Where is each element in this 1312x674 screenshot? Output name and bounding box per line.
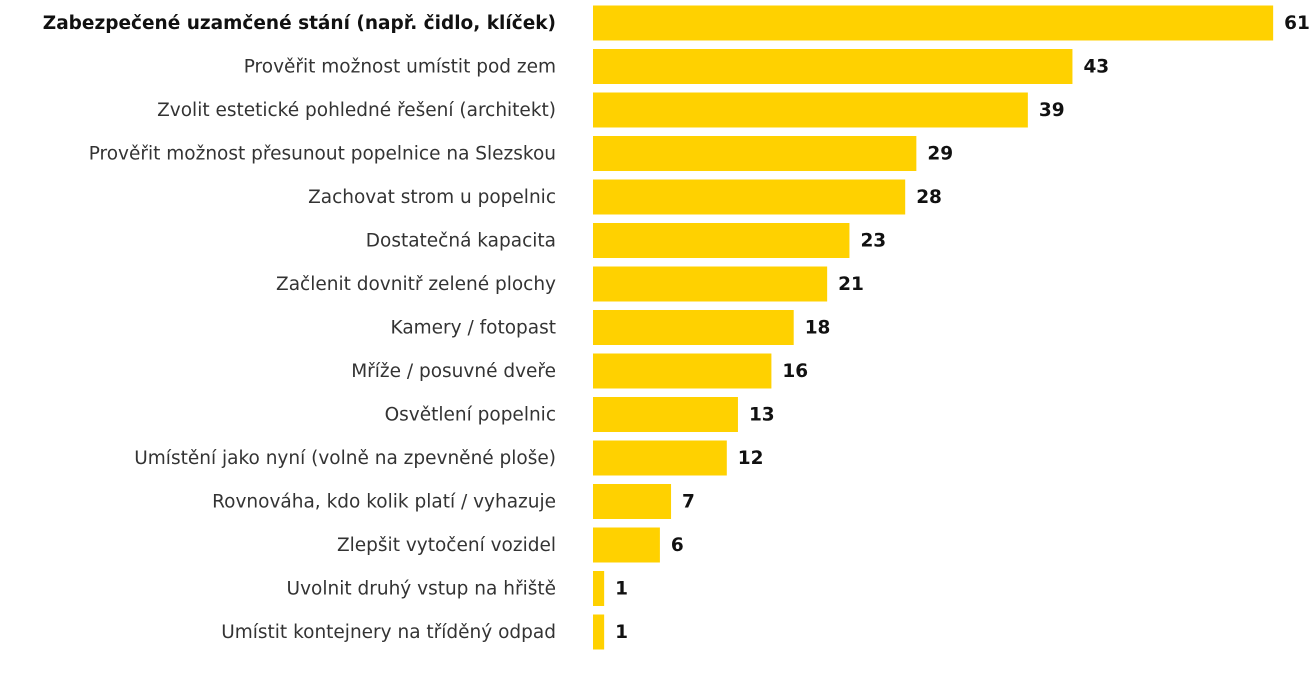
bar bbox=[593, 353, 772, 389]
category-label: Rovnováha, kdo kolik platí / vyhazuje bbox=[212, 492, 556, 513]
value-label: 1 bbox=[615, 622, 628, 643]
category-label: Umístění jako nyní (volně na zpevněné pl… bbox=[134, 448, 556, 469]
bar bbox=[593, 266, 828, 302]
value-label: 18 bbox=[805, 318, 831, 339]
category-label: Uvolnit druhý vstup na hřiště bbox=[287, 579, 556, 600]
category-label: Osvětlení popelnic bbox=[385, 405, 556, 426]
bar bbox=[593, 5, 1274, 41]
bar bbox=[593, 310, 794, 345]
value-label: 61 bbox=[1284, 13, 1310, 34]
category-label: Začlenit dovnitř zelené plochy bbox=[276, 274, 556, 295]
category-label: Zlepšit vytočení vozidel bbox=[337, 535, 556, 556]
bar bbox=[593, 136, 917, 171]
value-label: 12 bbox=[738, 448, 764, 469]
bar bbox=[593, 614, 605, 650]
value-label: 28 bbox=[916, 187, 942, 208]
bar bbox=[593, 484, 672, 519]
category-label: Zachovat strom u popelnic bbox=[308, 187, 556, 208]
value-label: 16 bbox=[782, 361, 808, 382]
bar bbox=[593, 571, 605, 606]
value-label: 13 bbox=[749, 405, 775, 426]
bar bbox=[593, 49, 1073, 84]
category-label: Dostatečná kapacita bbox=[366, 231, 556, 252]
category-label: Kamery / fotopast bbox=[391, 318, 556, 339]
bar bbox=[593, 223, 850, 258]
category-label: Prověřit možnost umístit pod zem bbox=[244, 57, 556, 78]
category-label: Mříže / posuvné dveře bbox=[351, 361, 556, 382]
value-label: 1 bbox=[615, 579, 628, 600]
value-label: 39 bbox=[1039, 100, 1065, 121]
bar bbox=[593, 440, 727, 476]
category-label: Zabezpečené uzamčené stání (např. čidlo,… bbox=[43, 13, 556, 34]
category-label: Prověřit možnost přesunout popelnice na … bbox=[89, 144, 556, 165]
value-label: 23 bbox=[860, 231, 886, 252]
value-label: 21 bbox=[838, 274, 864, 295]
value-label: 43 bbox=[1083, 57, 1109, 78]
bar bbox=[593, 92, 1028, 128]
category-label: Zvolit estetické pohledné řešení (archit… bbox=[157, 100, 556, 121]
bar bbox=[593, 397, 738, 432]
bar bbox=[593, 179, 906, 215]
bar bbox=[593, 527, 660, 563]
value-label: 29 bbox=[927, 144, 953, 165]
category-label: Umístit kontejnery na tříděný odpad bbox=[221, 622, 556, 643]
value-label: 6 bbox=[671, 535, 684, 556]
value-label: 7 bbox=[682, 492, 695, 513]
